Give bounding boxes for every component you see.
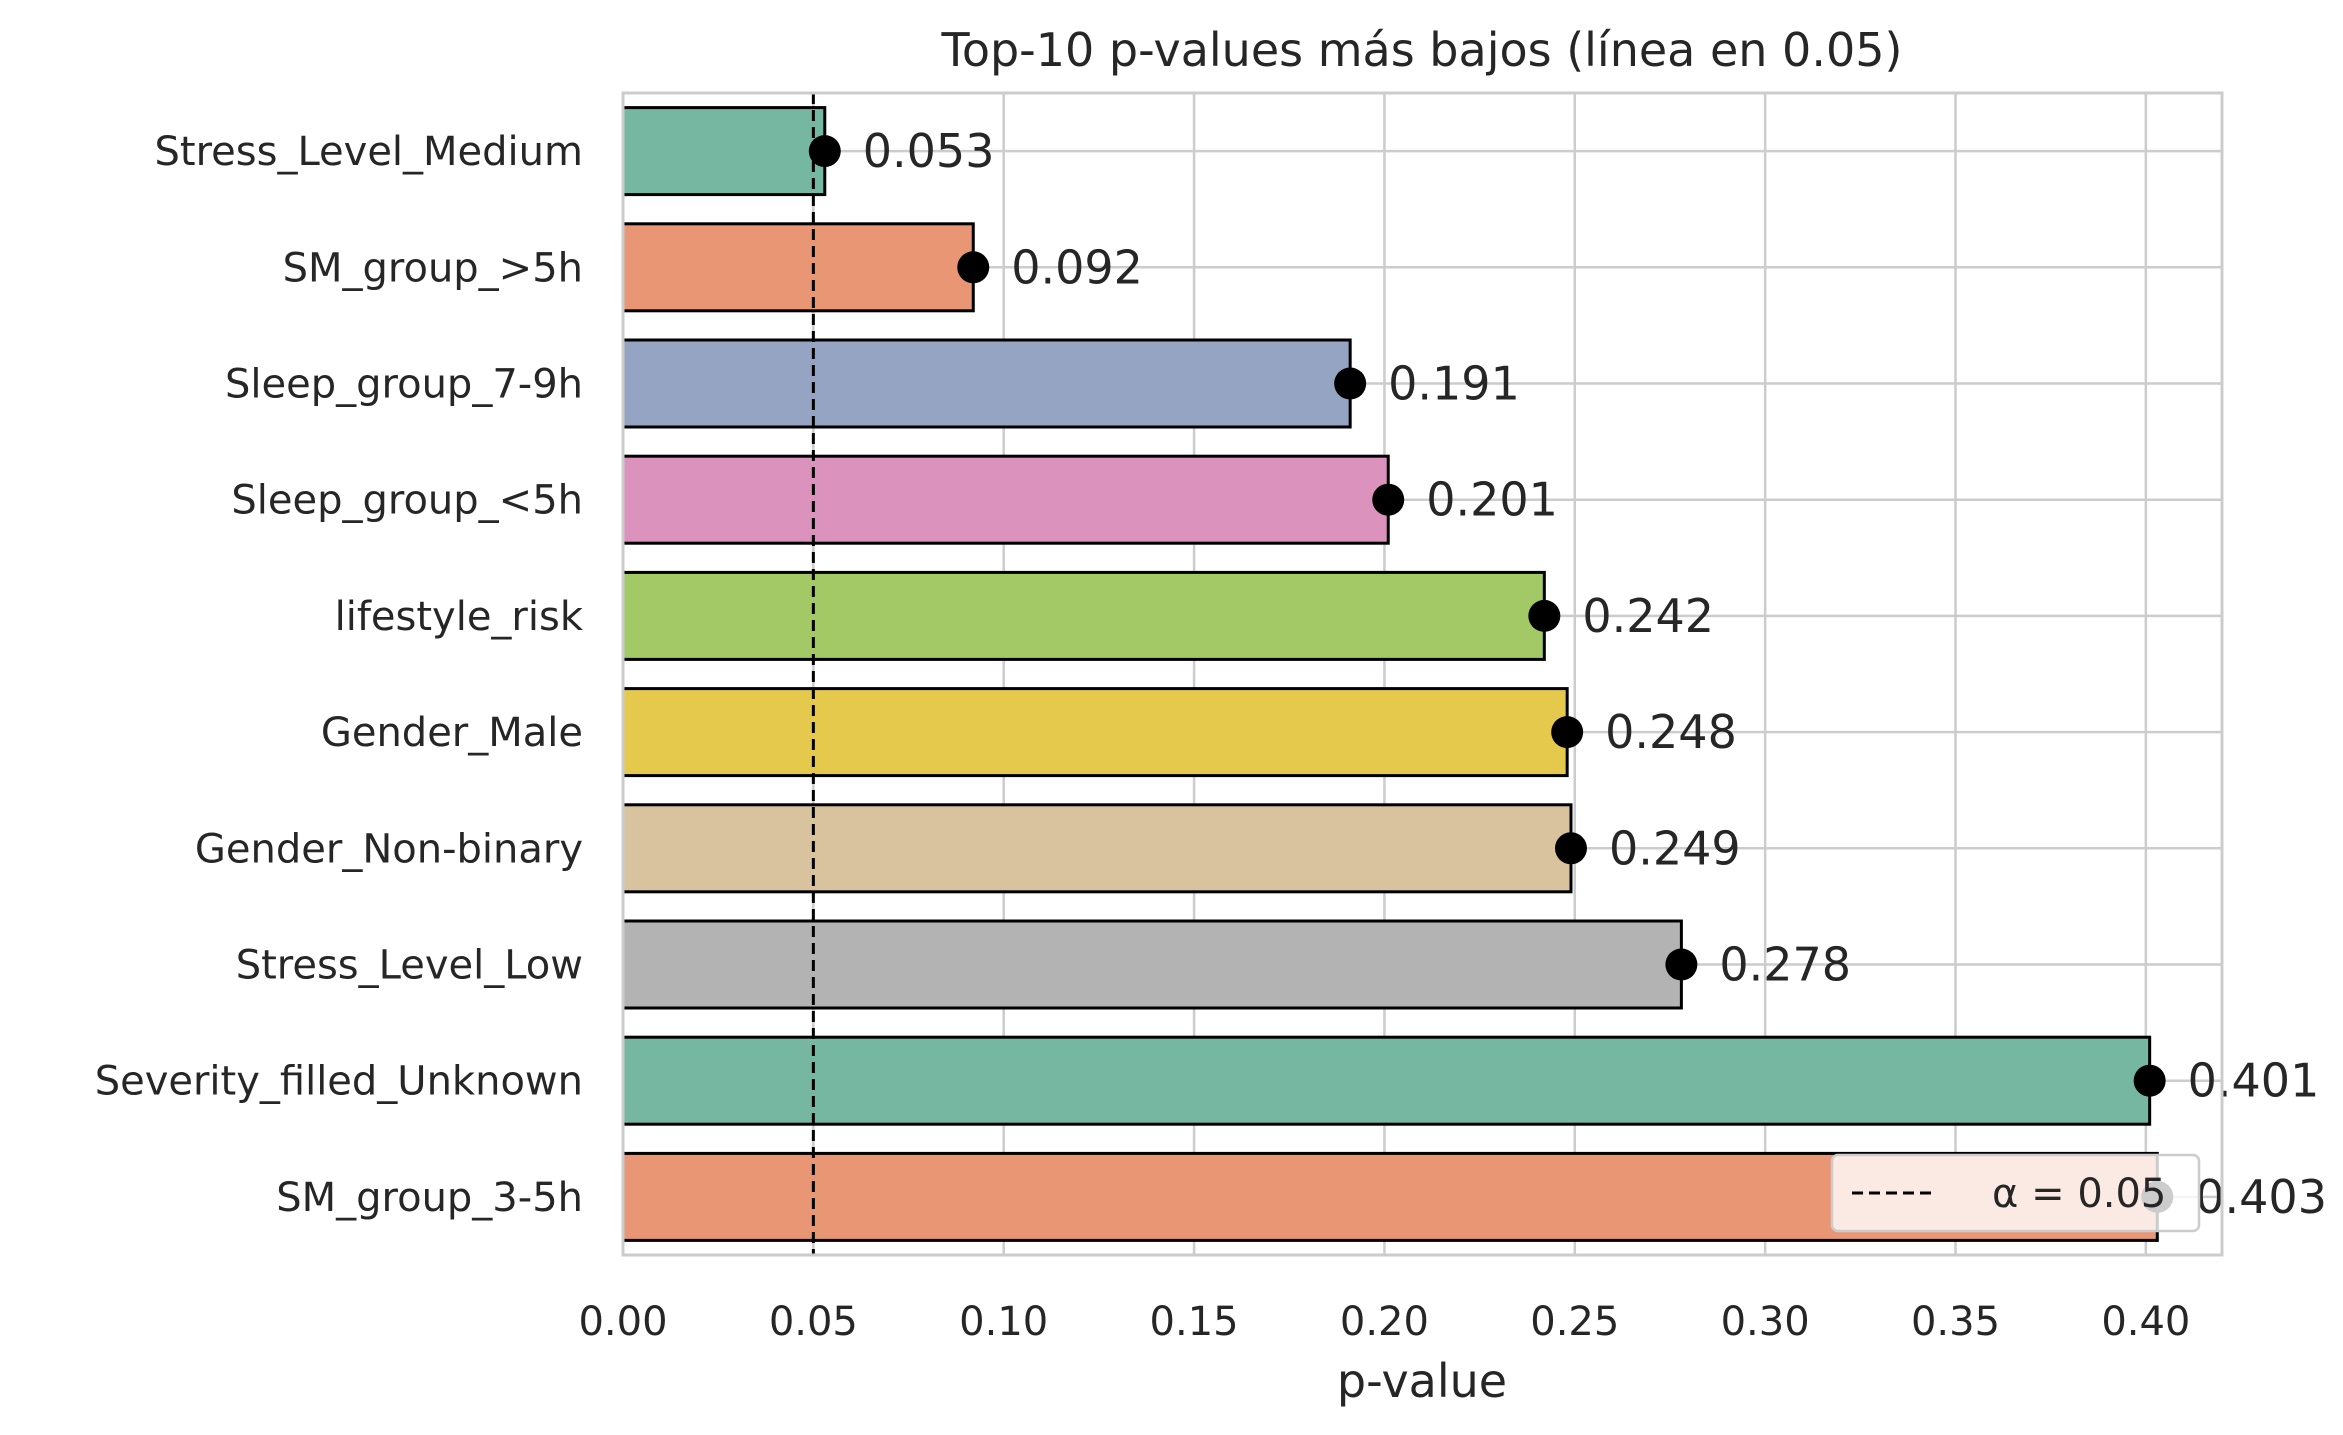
- bar: [621, 338, 1352, 429]
- data-label: 0.201: [1426, 473, 1558, 527]
- value-marker: [1551, 716, 1584, 749]
- data-label: 0.092: [1011, 240, 1143, 294]
- data-label: 0.248: [1605, 705, 1737, 759]
- category-label: Gender_Non-binary: [195, 826, 583, 872]
- data-label: 0.249: [1609, 821, 1741, 875]
- value-marker: [1528, 599, 1561, 632]
- legend-box: [1830, 1153, 2201, 1233]
- bar: [621, 454, 1390, 545]
- x-tick-label: 0.30: [1721, 1299, 1810, 1345]
- bar: [621, 1035, 2152, 1126]
- bar: [621, 803, 1573, 894]
- x-tick-label: 0.25: [1530, 1299, 1619, 1345]
- x-tick-label: 0.15: [1150, 1299, 1239, 1345]
- x-tick-label: 0.05: [769, 1299, 858, 1345]
- value-marker: [1665, 948, 1698, 981]
- category-label: SM_group_>5h: [283, 245, 583, 291]
- legend: α = 0.05: [1830, 1153, 2201, 1233]
- category-label: Stress_Level_Medium: [155, 129, 583, 175]
- x-tick-label: 0.20: [1340, 1299, 1429, 1345]
- x-tick-label: 0.40: [2101, 1299, 2190, 1345]
- category-label: Sleep_group_7-9h: [225, 362, 583, 408]
- x-tick-label: 0.35: [1911, 1299, 2000, 1345]
- value-marker: [2133, 1064, 2166, 1097]
- category-label: Stress_Level_Low: [236, 943, 583, 989]
- value-marker: [808, 135, 841, 168]
- data-label: 0.191: [1388, 357, 1520, 411]
- bar: [621, 570, 1546, 661]
- bars: [621, 106, 2159, 1242]
- category-labels: Stress_Level_Medium SM_group_>5h Sleep_gro…: [95, 129, 584, 1221]
- bar: [621, 106, 827, 197]
- x-tick-label: 0.00: [578, 1299, 667, 1345]
- value-marker: [1334, 367, 1367, 400]
- data-label: 0.401: [2188, 1054, 2320, 1108]
- x-tick-label: 0.10: [959, 1299, 1048, 1345]
- category-label: Sleep_group_<5h: [231, 478, 583, 524]
- data-label: 0.242: [1582, 589, 1714, 643]
- category-label: lifestyle_risk: [335, 594, 584, 640]
- chart-title: Top-10 p-values más bajos (línea en 0.05…: [941, 23, 1903, 77]
- value-marker: [1554, 832, 1587, 865]
- plot-frame: [621, 91, 2224, 1257]
- x-tick-labels: 0.00 0.05 0.10 0.15 0.20 0.25 0.30 0.35 0.40: [578, 1299, 2190, 1345]
- category-label: SM_group_3-5h: [276, 1175, 583, 1221]
- bar: [621, 687, 1569, 778]
- legend-entry: α = 0.05: [1992, 1171, 2166, 1217]
- data-label: 0.278: [1719, 938, 1851, 992]
- data-label: 0.053: [863, 124, 995, 178]
- bar: [621, 222, 975, 313]
- value-markers: [808, 135, 2174, 1213]
- value-marker: [1372, 483, 1405, 516]
- category-label: Gender_Male: [321, 710, 583, 756]
- value-marker: [957, 251, 990, 284]
- data-labels: 0.053 0.092 0.191 0.201 0.242 0.248 0.249 0.278…: [863, 124, 2327, 1224]
- x-axis-label: p-value: [1337, 1354, 1507, 1408]
- category-label: Severity_filled_Unknown: [95, 1059, 583, 1105]
- data-label: 0.403: [2195, 1170, 2327, 1224]
- bar: [621, 919, 1683, 1010]
